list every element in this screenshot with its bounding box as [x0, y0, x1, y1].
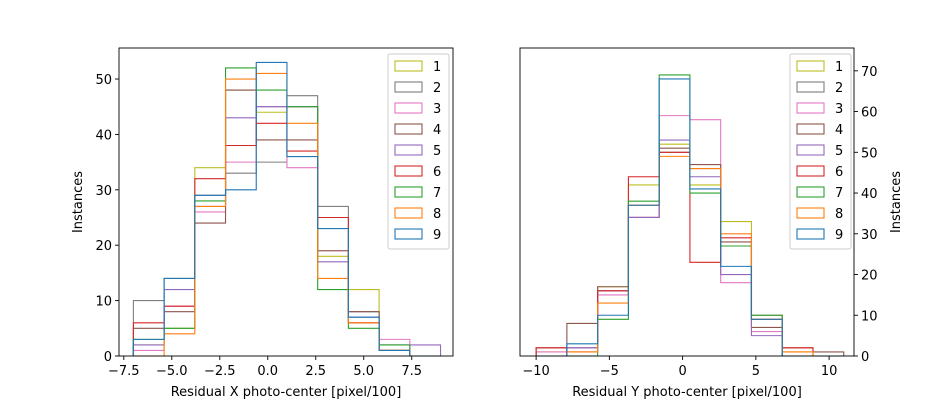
y-tick-label: 20 [95, 239, 112, 254]
legend-item-8: 8 [394, 207, 441, 222]
legend-item-1: 1 [394, 60, 441, 75]
legend-swatch-5 [796, 144, 825, 156]
legend-item-3: 3 [394, 102, 441, 117]
legend-item-7: 7 [796, 186, 843, 201]
legend-swatch-2 [394, 81, 423, 93]
legend-label-7: 7 [835, 186, 843, 201]
y-tick-label: 0 [861, 350, 869, 365]
legend-item-4: 4 [796, 123, 843, 138]
legend-item-2: 2 [796, 81, 843, 96]
legend-swatch-9 [394, 228, 423, 240]
x-axis-label: Residual Y photo-center [pixel/100] [572, 385, 802, 400]
legend-label-5: 5 [433, 144, 441, 159]
x-tick-label: −10 [522, 364, 549, 379]
legend-item-6: 6 [796, 165, 843, 180]
legend-label-2: 2 [433, 81, 441, 96]
legend-label-9: 9 [835, 228, 843, 243]
histogram-residual-x: −7.5 −5.0 −2.5 0.0 2.5 5.0 7.5 0 10 20 30 40 50 Resid… [71, 47, 454, 400]
legend-item-6: 6 [394, 165, 441, 180]
x-axis-label: Residual X photo-center [pixel/100] [171, 385, 402, 400]
legend-swatch-4 [796, 123, 825, 135]
legend-swatch-1 [394, 60, 423, 72]
hist-series-9 [536, 78, 844, 357]
legend-swatch-6 [394, 165, 423, 177]
legend-swatch-5 [394, 144, 423, 156]
legend-swatch-1 [796, 60, 825, 72]
legend-item-5: 5 [394, 144, 441, 159]
legend-swatch-6 [796, 165, 825, 177]
legend-swatch-7 [796, 186, 825, 198]
legend-swatch-3 [394, 102, 423, 114]
legend-item-7: 7 [394, 186, 441, 201]
y-tick-label: 60 [861, 106, 878, 121]
x-tick-label: 0.0 [257, 364, 278, 379]
legend-label-7: 7 [433, 186, 441, 201]
legend-label-6: 6 [433, 165, 441, 180]
x-tick-label: −5.0 [156, 364, 188, 379]
legend-swatch-9 [796, 228, 825, 240]
legend-label-4: 4 [835, 123, 843, 138]
x-tick-label: 0 [678, 364, 686, 379]
legend-label-3: 3 [835, 102, 843, 117]
legend-swatch-3 [796, 102, 825, 114]
legend-label-6: 6 [835, 165, 843, 180]
legend-label-2: 2 [835, 81, 843, 96]
legend: 1 2 3 4 5 6 7 8 9 [789, 53, 852, 250]
legend-swatch-8 [394, 207, 423, 219]
x-tick-label: 10 [821, 364, 838, 379]
legend-label-5: 5 [835, 144, 843, 159]
x-tick-label: −2.5 [204, 364, 236, 379]
x-tick-label: 2.5 [305, 364, 326, 379]
legend-label-9: 9 [433, 228, 441, 243]
legend-label-1: 1 [433, 60, 441, 75]
legend-swatch-7 [394, 186, 423, 198]
legend: 1 2 3 4 5 6 7 8 9 [387, 53, 450, 250]
y-axis-label: Instances [71, 171, 86, 233]
y-tick-label: 30 [861, 228, 878, 243]
y-tick-label: 50 [95, 73, 112, 88]
y-tick-label: 20 [861, 269, 878, 284]
hist-series-9 [132, 61, 441, 357]
legend-label-8: 8 [433, 207, 441, 222]
y-tick-label: 40 [95, 128, 112, 143]
legend-swatch-8 [796, 207, 825, 219]
x-tick-label: −7.5 [108, 364, 140, 379]
legend-item-1: 1 [796, 60, 843, 75]
legend-item-4: 4 [394, 123, 441, 138]
y-tick-label: 10 [95, 295, 112, 310]
y-tick-label: 50 [861, 146, 878, 161]
legend-item-3: 3 [796, 102, 843, 117]
legend-swatch-4 [394, 123, 423, 135]
y-tick-label: 0 [104, 350, 112, 365]
y-tick-label: 30 [95, 184, 112, 199]
y-tick-label: 70 [861, 65, 878, 80]
legend-label-1: 1 [835, 60, 843, 75]
legend-item-5: 5 [796, 144, 843, 159]
axes-frame [519, 47, 855, 357]
y-tick-label: 40 [861, 187, 878, 202]
legend-swatch-2 [796, 81, 825, 93]
legend-label-4: 4 [433, 123, 441, 138]
legend-item-2: 2 [394, 81, 441, 96]
x-tick-label: 5 [752, 364, 760, 379]
y-axis-label: Instances [889, 171, 904, 233]
histogram-residual-y: −10 −5 0 5 10 0 10 20 30 40 50 60 70 Residual Y photo… [519, 47, 904, 400]
x-tick-label: 5.0 [353, 364, 374, 379]
axes-frame [118, 47, 454, 357]
legend-item-8: 8 [796, 207, 843, 222]
legend-label-3: 3 [433, 102, 441, 117]
legend-item-9: 9 [394, 228, 441, 243]
y-tick-label: 10 [861, 309, 878, 324]
x-tick-label: −5 [600, 364, 619, 379]
legend-item-9: 9 [796, 228, 843, 243]
legend-label-8: 8 [835, 207, 843, 222]
x-tick-label: 7.5 [401, 364, 422, 379]
